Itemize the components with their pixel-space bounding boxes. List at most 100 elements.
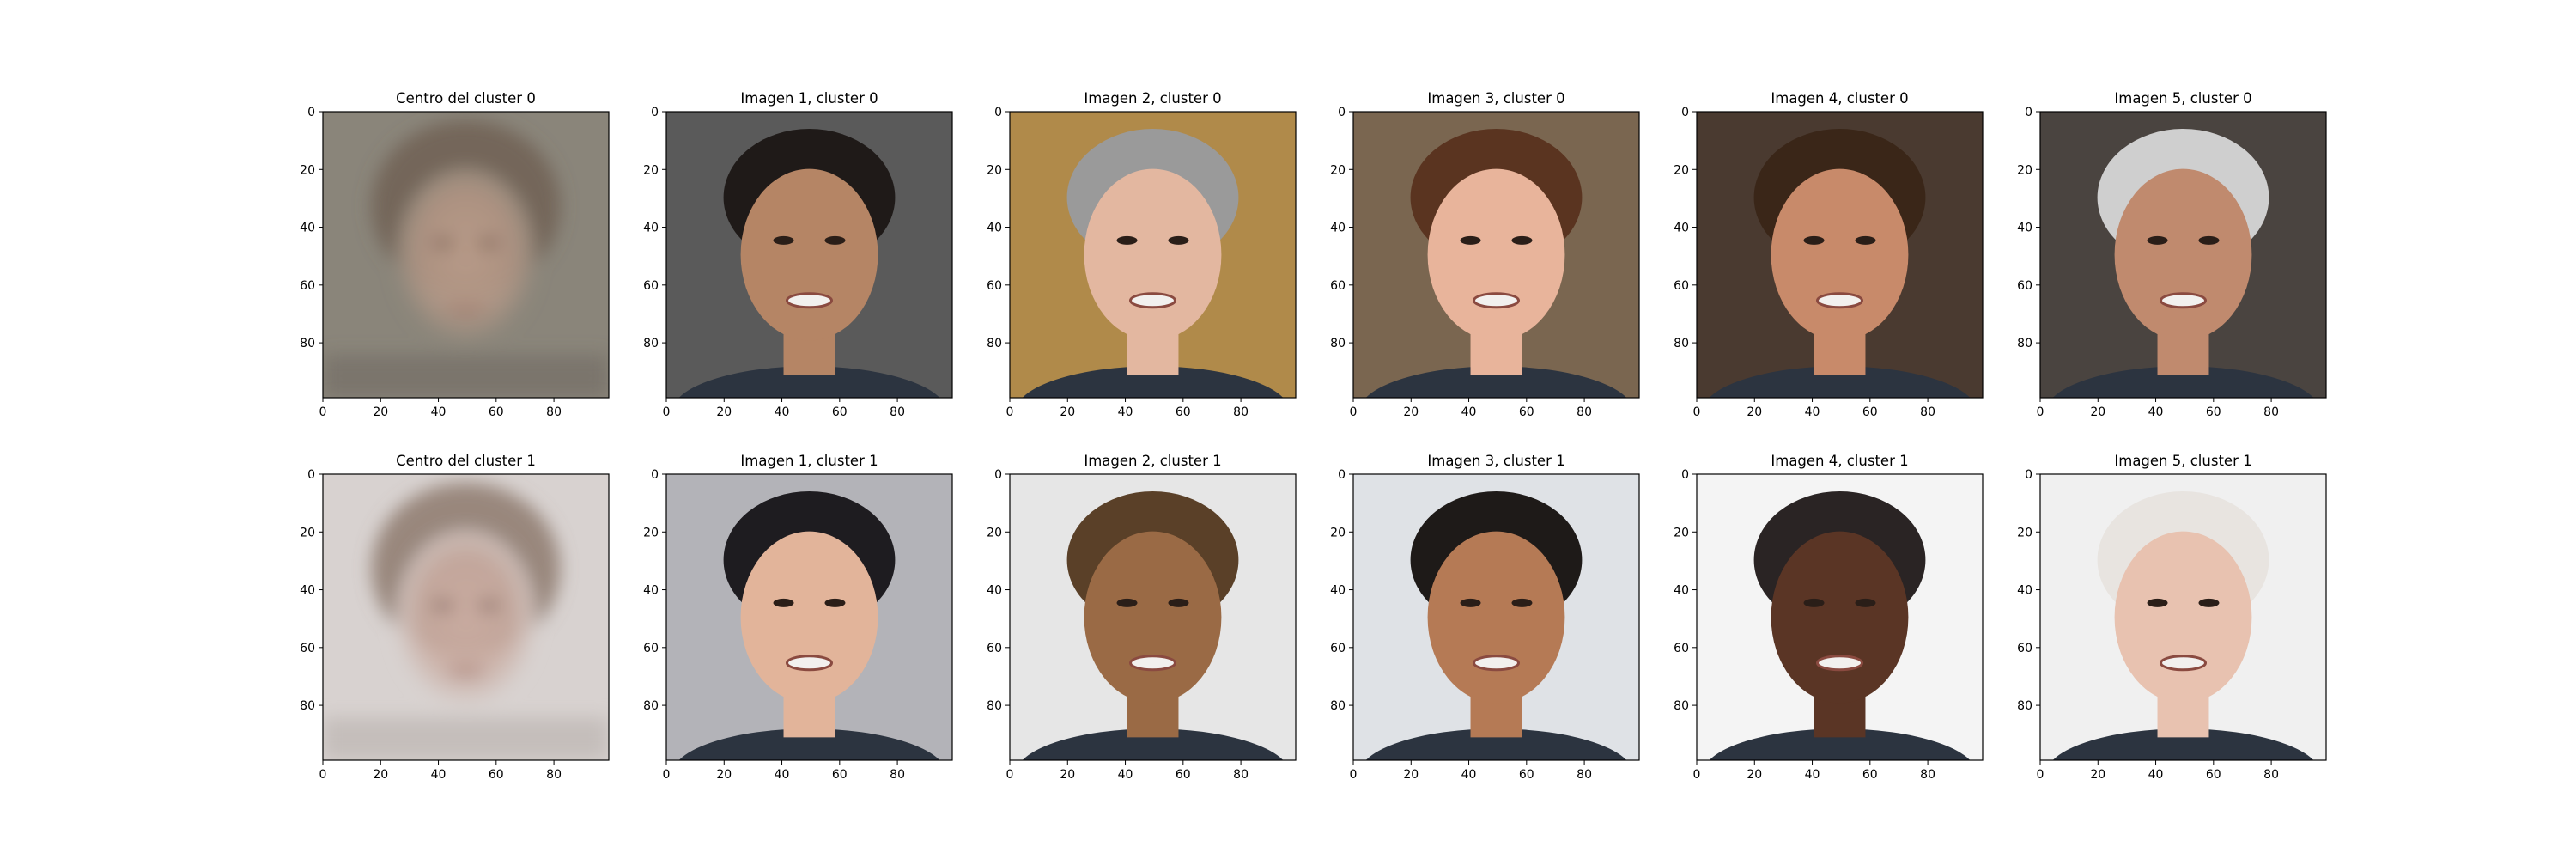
axes-frame <box>1009 473 1297 761</box>
subplot-title: Centro del cluster 0 <box>396 90 536 107</box>
x-tick-label: 80 <box>890 405 905 419</box>
subplot-title: Centro del cluster 1 <box>396 453 536 469</box>
x-tick-label: 0 <box>663 768 671 782</box>
y-tick-label: 60 <box>2017 642 2032 655</box>
y-tick-label: 40 <box>987 222 1002 235</box>
x-tick-label: 0 <box>663 405 671 419</box>
x-tick-label: 80 <box>1577 768 1592 782</box>
centroid-image <box>323 474 609 760</box>
x-tick-label: 80 <box>1233 405 1249 419</box>
subplot-r0-c2: Imagen 2, cluster 0 0 20 40 60 80 0 20 40 60 80 <box>987 90 1297 419</box>
axes-frame <box>665 473 953 761</box>
x-tick-label: 40 <box>2148 768 2164 782</box>
x-tick-label: 80 <box>1577 405 1592 419</box>
x-tick-label: 0 <box>1350 405 1358 419</box>
x-tick-label: 20 <box>1403 405 1419 419</box>
x-tick-label: 60 <box>832 405 848 419</box>
y-tick-label: 60 <box>987 642 1002 655</box>
face-image <box>1010 112 1296 398</box>
y-tick-label: 40 <box>1330 584 1346 598</box>
face-image <box>1353 112 1639 398</box>
axes-frame <box>322 111 610 399</box>
x-tick-label: 0 <box>1006 405 1014 419</box>
y-tick-label: 80 <box>2017 337 2032 350</box>
y-tick-label: 80 <box>1330 337 1346 350</box>
y-tick-label: 80 <box>2017 699 2032 713</box>
x-tick-label: 20 <box>716 768 732 782</box>
x-tick-label: 20 <box>1747 405 1762 419</box>
axes-frame <box>1696 473 1984 761</box>
x-tick-label: 60 <box>832 768 848 782</box>
y-tick-label: 60 <box>1330 642 1346 655</box>
subplot-title: Imagen 4, cluster 0 <box>1771 90 1908 107</box>
y-tick-label: 20 <box>987 163 1002 177</box>
y-tick-label: 20 <box>643 163 659 177</box>
y-tick-label: 20 <box>1674 163 1689 177</box>
axes-frame <box>322 473 610 761</box>
y-tick-label: 60 <box>1674 279 1689 293</box>
face-image <box>1010 474 1296 760</box>
y-tick-label: 0 <box>994 106 1002 119</box>
x-tick-label: 80 <box>546 768 562 782</box>
face-image <box>2040 112 2326 398</box>
x-tick-label: 80 <box>1920 768 1935 782</box>
y-tick-label: 20 <box>2017 526 2032 539</box>
x-tick-label: 0 <box>1693 768 1701 782</box>
axes-frame <box>2039 111 2327 399</box>
x-tick-label: 80 <box>546 405 562 419</box>
x-tick-label: 80 <box>2263 768 2279 782</box>
y-tick-label: 60 <box>2017 279 2032 293</box>
axes-frame <box>1352 111 1640 399</box>
y-tick-label: 40 <box>643 222 659 235</box>
x-tick-label: 20 <box>2090 768 2105 782</box>
x-tick-label: 0 <box>319 768 327 782</box>
subplot-title: Imagen 2, cluster 0 <box>1084 90 1221 107</box>
x-tick-label: 40 <box>431 405 447 419</box>
x-tick-label: 40 <box>775 768 790 782</box>
x-tick-label: 20 <box>1403 768 1419 782</box>
y-tick-label: 0 <box>1338 106 1346 119</box>
subplot-r0-c1: Imagen 1, cluster 0 0 20 40 60 80 0 20 40 60 80 <box>643 90 953 419</box>
x-tick-label: 40 <box>2148 405 2164 419</box>
y-tick-label: 40 <box>2017 584 2032 598</box>
x-tick-label: 0 <box>2037 405 2044 419</box>
y-tick-label: 20 <box>300 163 315 177</box>
subplot-r1-c5: Imagen 5, cluster 1 0 20 40 60 80 0 20 40 60 80 <box>2017 453 2327 782</box>
y-tick-label: 80 <box>1674 337 1689 350</box>
x-tick-label: 0 <box>319 405 327 419</box>
y-tick-label: 20 <box>2017 163 2032 177</box>
axes-frame <box>1352 473 1640 761</box>
subplot-r0-c4: Imagen 4, cluster 0 0 20 40 60 80 0 20 40 60 80 <box>1674 90 1984 419</box>
y-tick-label: 0 <box>651 468 659 482</box>
y-tick-label: 60 <box>300 642 315 655</box>
axes-frame <box>1009 111 1297 399</box>
face-image <box>666 112 952 398</box>
x-tick-label: 60 <box>489 405 504 419</box>
subplot-title: Imagen 5, cluster 0 <box>2114 90 2251 107</box>
x-tick-label: 80 <box>2263 405 2279 419</box>
x-tick-label: 0 <box>1350 768 1358 782</box>
y-tick-label: 80 <box>643 337 659 350</box>
y-tick-label: 80 <box>300 337 315 350</box>
x-tick-label: 60 <box>1862 768 1878 782</box>
face-image <box>1697 112 1983 398</box>
y-tick-label: 60 <box>643 279 659 293</box>
y-tick-label: 40 <box>643 584 659 598</box>
x-tick-label: 60 <box>489 768 504 782</box>
x-tick-label: 20 <box>373 768 388 782</box>
x-tick-label: 60 <box>1519 768 1534 782</box>
y-tick-label: 40 <box>2017 222 2032 235</box>
y-tick-label: 40 <box>1674 584 1689 598</box>
x-tick-label: 80 <box>1233 768 1249 782</box>
x-tick-label: 40 <box>775 405 790 419</box>
y-tick-label: 60 <box>987 279 1002 293</box>
y-tick-label: 60 <box>643 642 659 655</box>
y-tick-label: 80 <box>987 699 1002 713</box>
x-tick-label: 0 <box>2037 768 2044 782</box>
x-tick-label: 20 <box>1060 768 1075 782</box>
y-tick-label: 0 <box>1681 468 1689 482</box>
x-tick-label: 60 <box>2206 405 2221 419</box>
subplot-r1-c4: Imagen 4, cluster 1 0 20 40 60 80 0 20 40 60 80 <box>1674 453 1984 782</box>
y-tick-label: 20 <box>1674 526 1689 539</box>
subplot-r1-c2: Imagen 2, cluster 1 0 20 40 60 80 0 20 40 60 80 <box>987 453 1297 782</box>
